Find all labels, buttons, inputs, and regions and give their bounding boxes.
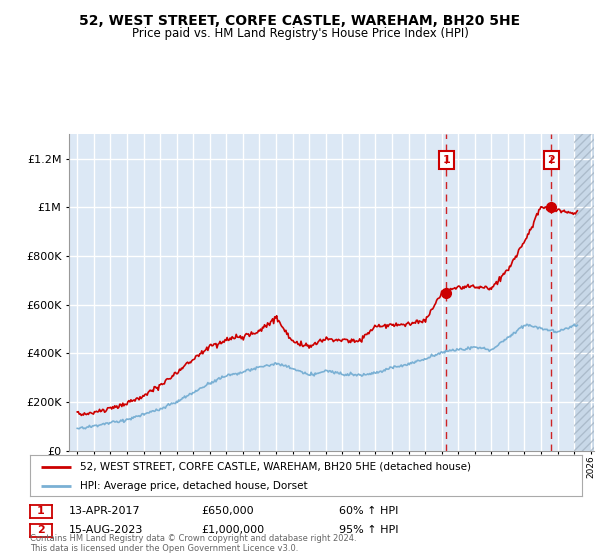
Text: 2: 2 (37, 525, 44, 535)
Text: HPI: Average price, detached house, Dorset: HPI: Average price, detached house, Dors… (80, 480, 307, 491)
Text: 1: 1 (37, 506, 44, 516)
Text: 13-APR-2017: 13-APR-2017 (69, 506, 140, 516)
Bar (574, 134, 594, 451)
Text: 52, WEST STREET, CORFE CASTLE, WAREHAM, BH20 5HE (detached house): 52, WEST STREET, CORFE CASTLE, WAREHAM, … (80, 461, 470, 472)
Text: 52, WEST STREET, CORFE CASTLE, WAREHAM, BH20 5HE: 52, WEST STREET, CORFE CASTLE, WAREHAM, … (79, 14, 521, 28)
Text: Contains HM Land Registry data © Crown copyright and database right 2024.
This d: Contains HM Land Registry data © Crown c… (30, 534, 356, 553)
Text: 1: 1 (442, 155, 450, 165)
Text: Price paid vs. HM Land Registry's House Price Index (HPI): Price paid vs. HM Land Registry's House … (131, 27, 469, 40)
Text: 15-AUG-2023: 15-AUG-2023 (69, 525, 143, 535)
Text: £1,000,000: £1,000,000 (201, 525, 264, 535)
Text: £650,000: £650,000 (201, 506, 254, 516)
Text: 60% ↑ HPI: 60% ↑ HPI (339, 506, 398, 516)
Bar (574, 134, 594, 451)
Text: 95% ↑ HPI: 95% ↑ HPI (339, 525, 398, 535)
Text: 2: 2 (547, 155, 555, 165)
